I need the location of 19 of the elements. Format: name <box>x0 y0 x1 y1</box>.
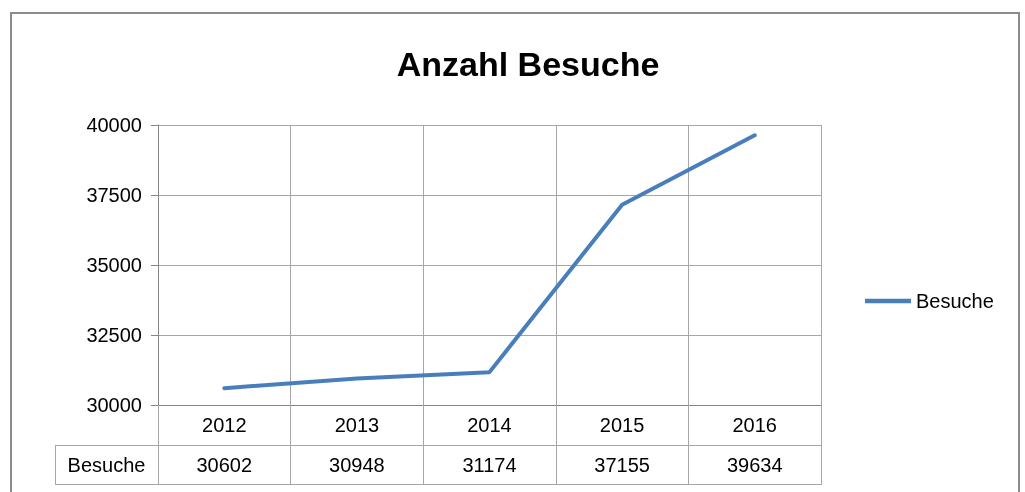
y-tick-label: 40000 <box>86 114 142 136</box>
text: Besuche <box>67 454 146 476</box>
x-tick-label: 2014 <box>467 414 512 436</box>
y-tick-label: 35000 <box>86 254 142 276</box>
data-label: 31174 <box>462 454 517 476</box>
y-tick-label: 30000 <box>86 394 142 416</box>
data-label: 30948 <box>329 454 385 476</box>
x-tick-label: 2015 <box>599 414 645 436</box>
y-tick-label: 37500 <box>86 184 142 206</box>
data-label: 39634 <box>726 454 783 476</box>
line-series <box>222 133 757 391</box>
data-label: 30602 <box>196 454 253 476</box>
y-tick-label: 32500 <box>86 324 142 346</box>
x-tick-label: 2016 <box>732 414 777 436</box>
chart-title: Anzahl Besuche <box>396 45 660 83</box>
data-label: 37155 <box>594 454 650 476</box>
legend-label: Besuche <box>916 290 994 312</box>
x-tick-label: 2012 <box>202 414 247 436</box>
x-tick-label: 2013 <box>334 414 380 436</box>
